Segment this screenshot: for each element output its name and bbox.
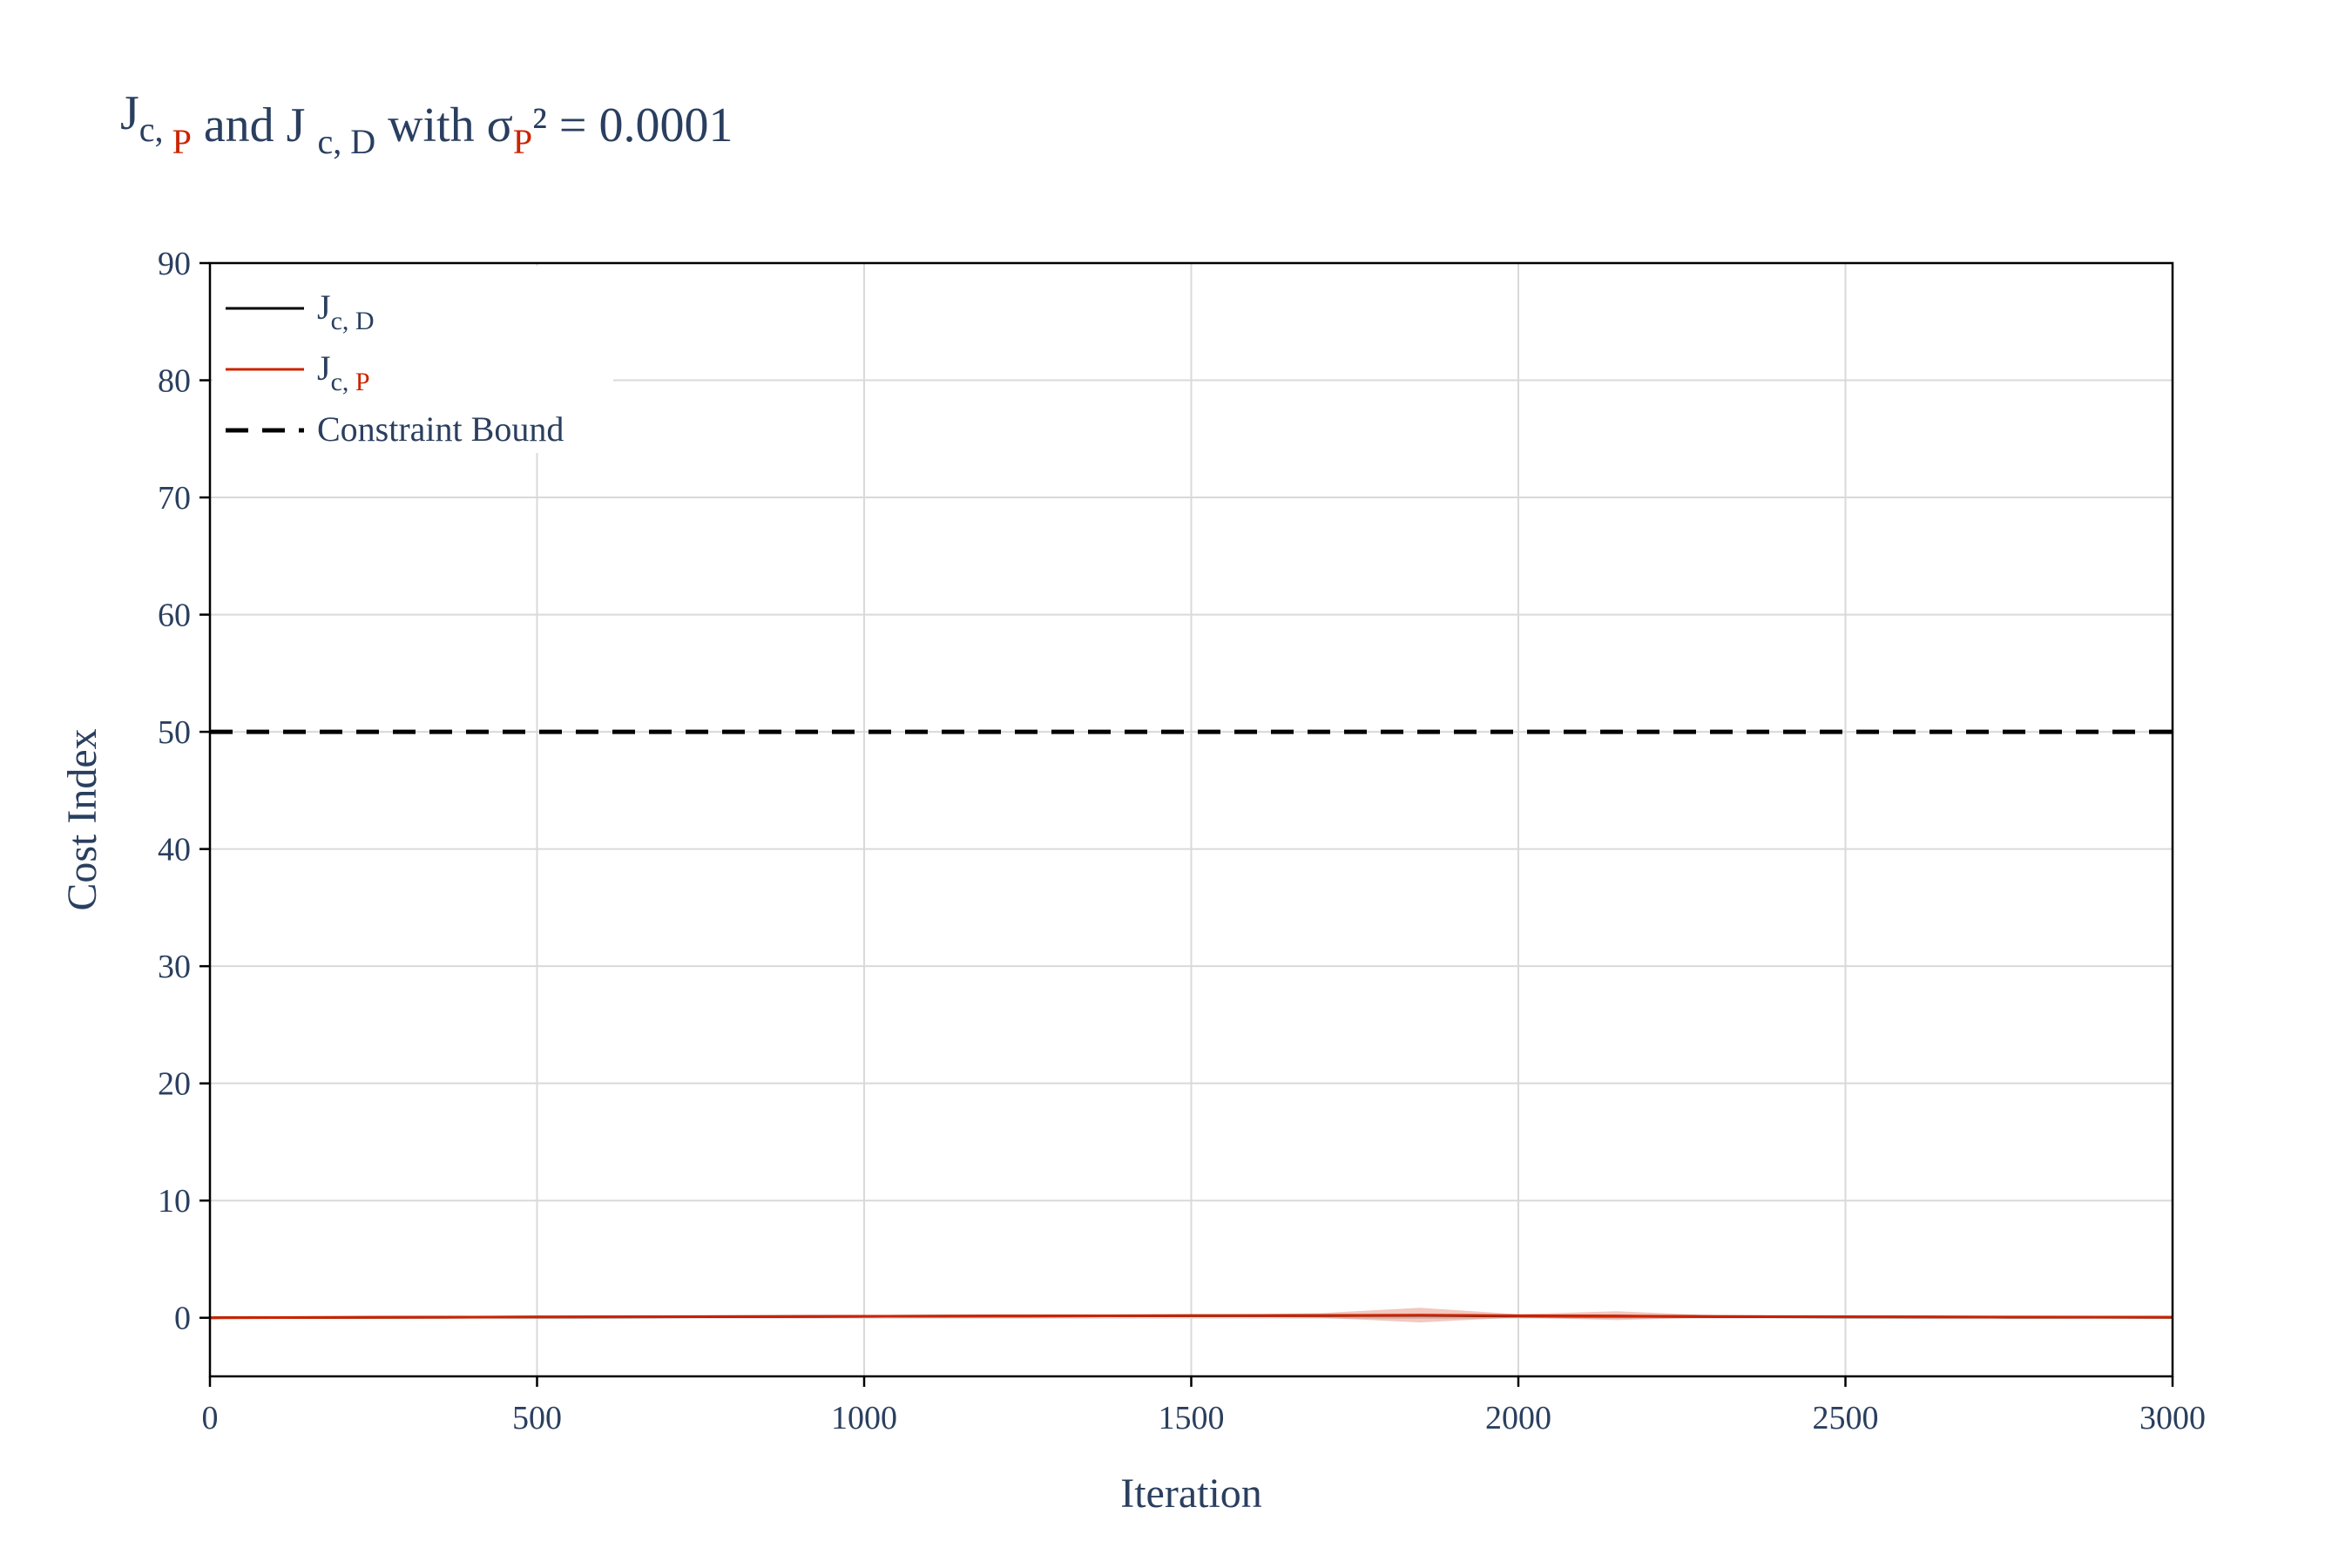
legend-background xyxy=(213,266,613,453)
series-lines xyxy=(209,1314,2173,1320)
title-part: with σ xyxy=(375,98,513,152)
y-tick-label: 0 xyxy=(174,1301,191,1337)
title-part: P xyxy=(172,122,192,161)
y-tick-label: 60 xyxy=(158,598,191,634)
title-part: c, D xyxy=(317,122,375,161)
x-tick-label: 3000 xyxy=(2139,1400,2206,1436)
y-tick-label: 80 xyxy=(158,363,191,400)
series-line-jcp xyxy=(209,1314,2173,1320)
y-tick-label: 20 xyxy=(158,1066,191,1103)
title-part: and J xyxy=(192,98,318,152)
x-tick-label: 500 xyxy=(512,1400,562,1436)
y-tick-label: 10 xyxy=(158,1183,191,1220)
x-tick-label: 1000 xyxy=(831,1400,897,1436)
y-tick-label: 90 xyxy=(158,246,191,282)
chart-title: Jc, P and J c, D with σP² = 0.0001 xyxy=(120,86,733,161)
legend-label-bound: Constraint Bound xyxy=(317,409,564,449)
x-tick-label: 2500 xyxy=(1813,1400,1879,1436)
x-tick-label: 0 xyxy=(202,1400,219,1436)
x-tick-label: 2000 xyxy=(1485,1400,1551,1436)
title-part: J xyxy=(120,86,139,140)
legend-label-jcp: Jc, P xyxy=(317,348,370,396)
y-tick-label: 40 xyxy=(158,832,191,868)
y-axis-title: Cost Index xyxy=(59,728,105,910)
legend: Jc, D Jc, P Constraint Bound xyxy=(213,266,613,453)
x-axis-title: Iteration xyxy=(1120,1470,1262,1517)
axis-ticks: 0 500 1000 1500 2000 2500 3000 0 10 20 30 40 50 60 70 8… xyxy=(158,246,2206,1436)
y-tick-label: 50 xyxy=(158,714,191,751)
legend-label-jcd: Jc, D xyxy=(317,287,375,335)
title-part: ² = 0.0001 xyxy=(532,98,733,152)
x-tick-label: 1500 xyxy=(1159,1400,1225,1436)
y-tick-label: 70 xyxy=(158,480,191,517)
title-part: c, xyxy=(139,110,172,149)
y-tick-label: 30 xyxy=(158,949,191,985)
title-part: P xyxy=(513,122,532,161)
